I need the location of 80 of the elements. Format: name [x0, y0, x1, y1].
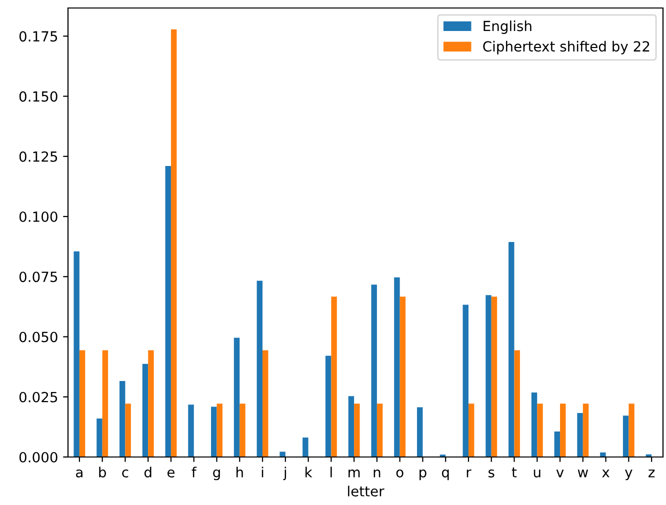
x-tick-label: d — [144, 466, 152, 478]
bar — [582, 404, 589, 457]
bar — [240, 404, 246, 457]
bar — [622, 416, 629, 457]
bar — [508, 242, 514, 457]
x-tick-label: w — [578, 470, 588, 478]
bar — [170, 29, 177, 457]
x-tick-label: j — [283, 466, 286, 480]
bar — [280, 452, 286, 457]
y-tick-label: 0.000 — [19, 452, 58, 462]
x-tick-label: y — [624, 470, 632, 480]
bar — [628, 404, 634, 457]
bar — [600, 452, 606, 457]
bar — [348, 396, 354, 457]
bar — [560, 404, 566, 457]
x-tick-label: s — [488, 470, 494, 478]
y-tick-label: 0.025 — [19, 392, 58, 402]
bar — [216, 404, 222, 457]
bar — [262, 350, 268, 457]
x-tick-label: v — [556, 470, 564, 478]
bar — [331, 296, 337, 457]
x-tick-label: c — [122, 470, 128, 478]
bar — [491, 296, 498, 457]
x-tick-label: m — [348, 470, 360, 478]
bar — [74, 251, 80, 457]
bar — [211, 406, 217, 457]
x-tick-label: l — [330, 466, 332, 478]
bar — [256, 280, 263, 457]
bar — [354, 404, 360, 457]
x-tick-label: e — [167, 470, 175, 478]
bar — [486, 295, 492, 457]
bar — [102, 350, 108, 457]
bar — [325, 356, 332, 457]
x-tick-label: i — [262, 466, 264, 478]
bar — [394, 277, 400, 457]
x-tick-label: t — [512, 468, 517, 478]
y-tick-label: 0.075 — [19, 272, 58, 282]
bar — [119, 381, 126, 457]
y-tick-label: 0.175 — [19, 31, 58, 42]
bar — [96, 418, 102, 457]
bar — [125, 404, 131, 457]
bar — [554, 432, 560, 457]
bar — [188, 404, 194, 457]
x-tick-label: u — [534, 470, 540, 478]
y-tick-label: 0.050 — [19, 332, 58, 342]
x-tick-label: x — [602, 470, 610, 478]
legend-label: English — [484, 20, 532, 34]
bar — [416, 407, 423, 457]
bar — [400, 296, 406, 457]
bar — [468, 404, 474, 457]
x-axis-title: letter — [348, 486, 384, 496]
bar — [234, 338, 240, 457]
x-tick-label: z — [648, 470, 655, 478]
bar — [537, 404, 543, 457]
x-tick-label: n — [374, 470, 380, 478]
y-tick-label: 0.100 — [19, 211, 58, 222]
bar — [577, 412, 583, 457]
bar — [302, 438, 308, 457]
y-tick-label: 0.125 — [19, 151, 58, 162]
bar — [371, 284, 377, 457]
legend-label: Ciphertext shifted by 22 — [483, 40, 650, 54]
x-tick-label: o — [396, 470, 404, 478]
bar — [165, 166, 171, 457]
x-tick-label: r — [466, 470, 472, 478]
bar — [531, 392, 538, 457]
x-tick-label: q — [442, 470, 449, 480]
y-tick-label: 0.150 — [19, 91, 58, 102]
x-tick-label: k — [306, 466, 312, 478]
bar — [462, 304, 468, 457]
bar — [142, 364, 148, 457]
x-tick-label: h — [236, 466, 243, 478]
x-tick-label: g — [213, 470, 220, 480]
bar — [79, 350, 86, 457]
bar — [148, 350, 154, 457]
x-tick-label: f — [192, 466, 197, 478]
bar — [376, 404, 383, 457]
x-tick-label: p — [420, 470, 426, 480]
x-tick-label: b — [99, 466, 106, 478]
bar — [514, 350, 520, 457]
x-tick-label: a — [76, 470, 82, 478]
